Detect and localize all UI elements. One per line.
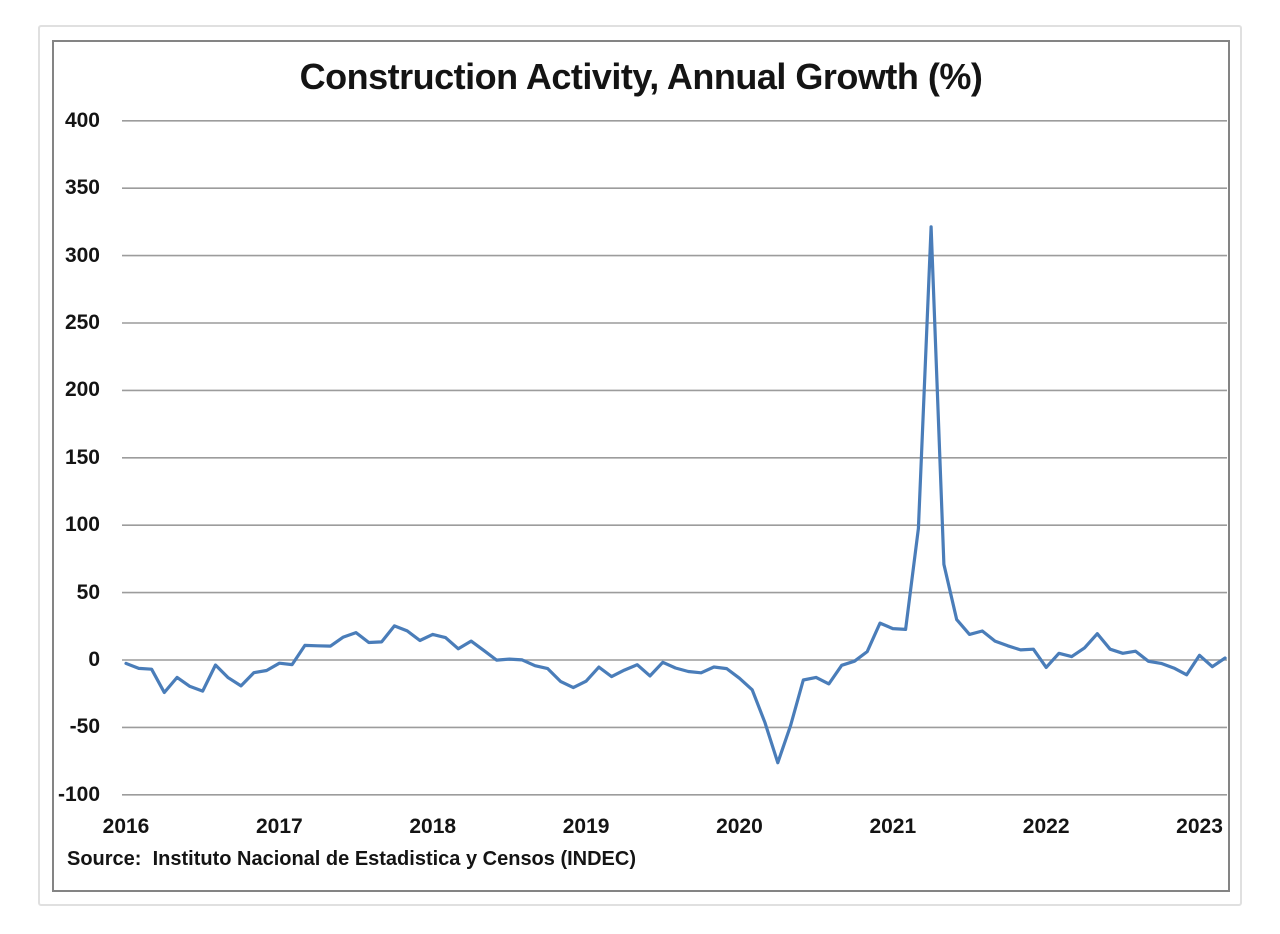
x-axis-tick-label: 2020 — [716, 815, 763, 838]
x-axis-tick-label: 2016 — [102, 815, 150, 838]
x-axis-tick-label: 2017 — [256, 815, 303, 838]
y-axis-tick-label: 150 — [64, 445, 100, 469]
x-axis-tick-label: 2021 — [869, 815, 917, 838]
y-axis-tick-label: 300 — [64, 243, 100, 267]
chart-title: Construction Activity, Annual Growth (%) — [299, 56, 983, 97]
y-axis-tick-label: -100 — [57, 782, 100, 806]
y-axis-tick-label: 0 — [88, 648, 100, 671]
x-axis-tick-label: 2018 — [409, 815, 457, 838]
y-axis-tick-label: 250 — [64, 311, 100, 334]
line-plot — [122, 120, 1227, 796]
gridlines — [122, 120, 1227, 796]
x-axis-tick-label: 2019 — [562, 815, 610, 838]
y-axis-tick-label: 350 — [64, 176, 100, 200]
chart-panel: Construction Activity, Annual Growth (%)… — [38, 25, 1242, 906]
y-axis-tick-label: 50 — [76, 580, 100, 604]
x-axis-tick-label: 2023 — [1176, 815, 1223, 838]
y-axis-tick-label: 400 — [64, 108, 100, 132]
y-axis-tick-label: -50 — [69, 715, 100, 739]
data-series-line — [124, 225, 1227, 765]
x-axis-tick-label: 2022 — [1022, 815, 1070, 838]
y-axis-tick-label: 200 — [64, 378, 100, 402]
y-axis-tick-label: 100 — [64, 513, 100, 537]
chart-frame: Construction Activity, Annual Growth (%)… — [52, 40, 1230, 892]
source-note: Source: Instituto Nacional de Estadistic… — [67, 848, 637, 870]
